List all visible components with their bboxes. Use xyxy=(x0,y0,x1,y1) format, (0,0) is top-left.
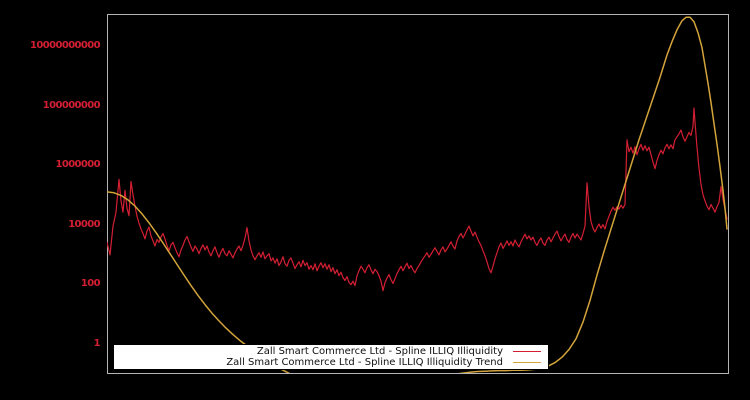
y-tick-label-100: 100 xyxy=(80,278,101,290)
y-tick-label-1: 1 xyxy=(93,337,101,349)
plot-area-border xyxy=(107,14,729,374)
legend-label-illiquidity: Zall Smart Commerce Ltd - Spline ILLIQ I… xyxy=(256,346,503,357)
y-tick-label-100000000: 100000000 xyxy=(42,99,101,111)
legend-entry-illiquidity: Zall Smart Commerce Ltd - Spline ILLIQ I… xyxy=(118,346,541,357)
y-tick-label-10000000000: 10000000000 xyxy=(30,40,101,52)
legend-line-swatch-trend xyxy=(513,362,541,363)
chart-legend: Zall Smart Commerce Ltd - Spline ILLIQ I… xyxy=(113,344,549,370)
y-tick-label-1000000: 1000000 xyxy=(55,159,100,171)
y-tick-label-10000: 10000 xyxy=(68,218,100,230)
legend-label-trend: Zall Smart Commerce Ltd - Spline ILLIQ I… xyxy=(226,357,503,368)
y-axis-tick-labels: 1 100 10000 1000000 100000000 10000000000 xyxy=(0,0,101,400)
illiquidity-line-series xyxy=(107,107,728,292)
legend-line-swatch-illiquidity xyxy=(513,351,541,352)
illiquidity-trend-series xyxy=(107,16,728,373)
legend-entry-trend: Zall Smart Commerce Ltd - Spline ILLIQ I… xyxy=(118,357,541,368)
